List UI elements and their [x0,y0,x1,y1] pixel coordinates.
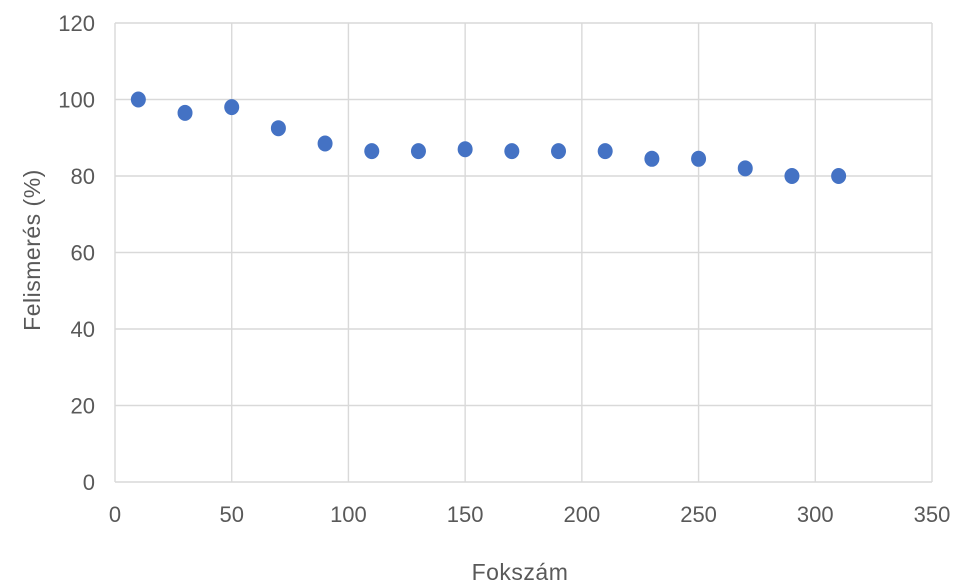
tick-labels: 0 50 100 150 200 250 300 350 0 20 40 60 80 100 120 [58,11,950,527]
y-tick-label: 20 [71,394,95,419]
y-tick-label: 120 [58,11,95,36]
data-point [364,143,380,160]
data-point [644,150,660,167]
data-point [691,150,707,167]
y-tick-label: 40 [71,317,95,342]
x-tick-label: 150 [447,502,484,527]
data-point [831,168,847,184]
data-point [317,135,333,152]
data-point [410,143,426,160]
x-tick-label: 200 [563,502,600,527]
x-tick-label: 300 [797,502,834,527]
data-point [504,143,520,160]
x-tick-label: 250 [680,502,717,527]
y-tick-label: 0 [83,470,95,495]
x-tick-label: 100 [330,502,367,527]
data-point [457,141,473,158]
x-axis-title: Fokszám [472,559,569,585]
data-point [224,99,240,116]
y-tick-label: 80 [71,164,95,189]
x-tick-label: 350 [914,502,951,527]
x-tick-label: 50 [219,502,243,527]
y-axis-title: Felismerés (%) [19,169,45,331]
data-point [784,168,800,184]
data-point [130,91,146,108]
data-points [130,91,847,184]
data-point [177,104,193,121]
y-tick-label: 100 [58,88,95,113]
y-tick-label: 60 [71,241,95,266]
data-point [597,143,613,160]
x-tick-label: 0 [109,502,121,527]
data-point [270,120,286,137]
gridlines [114,22,933,483]
data-point [551,143,567,160]
data-point [737,160,753,177]
